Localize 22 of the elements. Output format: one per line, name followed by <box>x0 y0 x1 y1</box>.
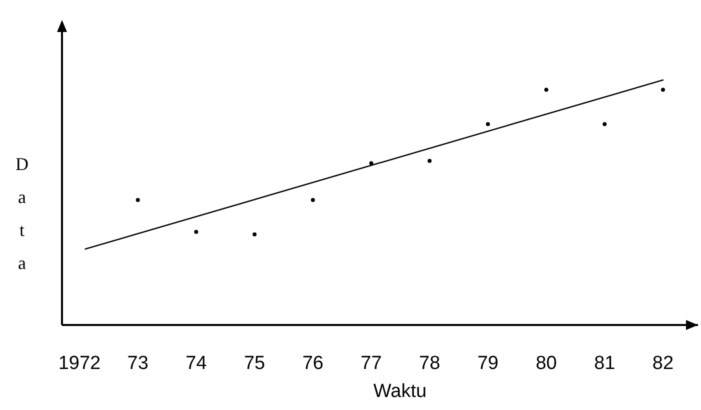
x-tick-label: 81 <box>594 353 616 374</box>
point <box>194 230 198 234</box>
x-tick-label: 79 <box>477 353 499 374</box>
x-tick-label: 82 <box>652 353 674 374</box>
x-axis-title: Waktu <box>373 381 427 402</box>
point <box>602 122 607 126</box>
point <box>486 122 490 126</box>
x-tick-label: 78 <box>419 353 440 374</box>
x-tick-label: 74 <box>186 353 208 374</box>
point <box>428 158 432 163</box>
y-axis-title: Data <box>16 154 28 273</box>
x-tick-label: 75 <box>244 353 266 374</box>
x-tick-label: 80 <box>536 353 557 374</box>
x-tick-label: 76 <box>302 353 324 374</box>
point <box>252 232 257 236</box>
x-tick-label: 77 <box>360 353 382 374</box>
x-tick-label: 73 <box>127 353 148 374</box>
point <box>310 198 315 202</box>
point <box>660 88 665 92</box>
x-tick-label: 1972 <box>58 353 101 374</box>
point <box>544 88 548 92</box>
point <box>136 198 140 202</box>
